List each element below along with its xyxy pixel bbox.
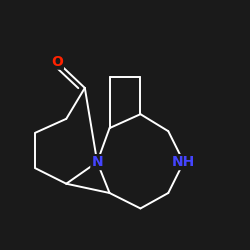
Text: NH: NH: [172, 155, 195, 169]
Text: O: O: [51, 55, 63, 69]
Text: N: N: [92, 155, 103, 169]
